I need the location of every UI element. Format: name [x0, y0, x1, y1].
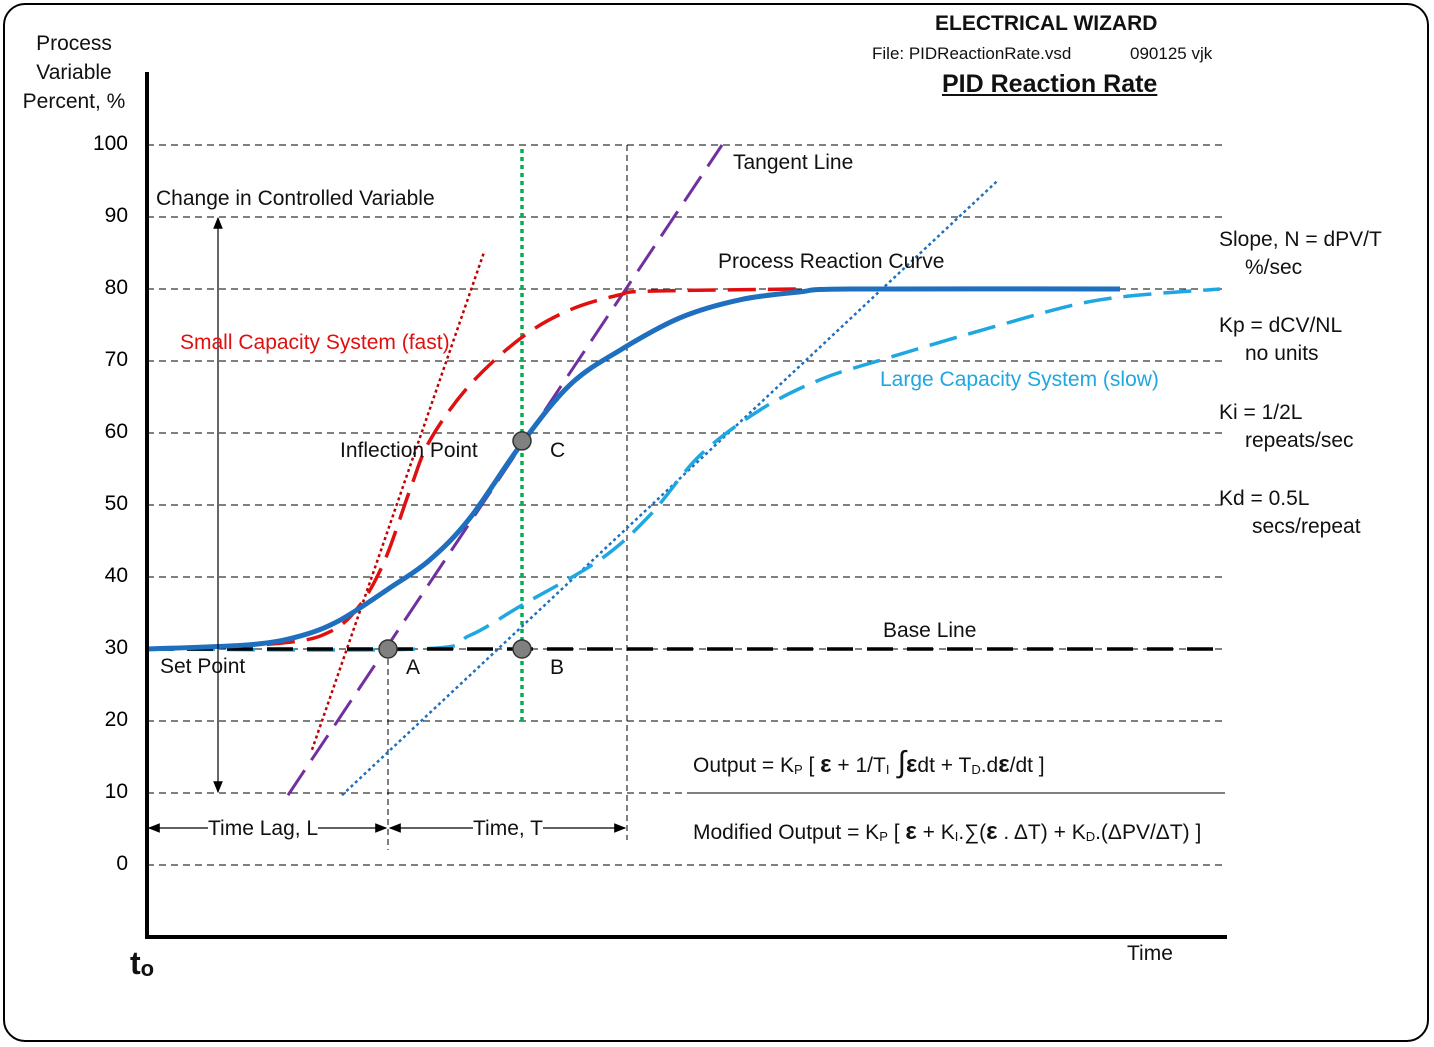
series-small-capacity-system-fast- [146, 287, 801, 651]
point-c-marker [512, 431, 532, 451]
series-process-reaction-curve [146, 286, 1121, 652]
f-sub: I [885, 762, 890, 777]
y-tick-label: 40 [104, 564, 128, 587]
f-sub: I [954, 829, 959, 844]
kd-note: Kd = 0.5L [1219, 487, 1310, 510]
y-tick-label: 30 [104, 636, 128, 659]
grid-lines [147, 144, 1227, 866]
ki-note: Ki = 1/2L [1219, 401, 1303, 424]
f-part: . ΔT) + K [997, 821, 1086, 844]
f-part: + K [916, 821, 955, 844]
modified-output-formula: Modified Output = KP [ ε + KI.∑(ε . ΔT) … [693, 818, 1201, 846]
f-sub: P [879, 829, 888, 844]
integral-sign: ∫ [889, 746, 907, 779]
y-tick-label: 100 [92, 132, 128, 155]
output-formula: Output = KP [ ε + 1/TI ∫εdt + TD.dε/dt ] [693, 746, 1045, 780]
f-part: Output = K [693, 754, 794, 777]
f-part: .d [980, 754, 999, 777]
f-part: [ [802, 754, 821, 777]
kd-units: secs/repeat [1252, 515, 1361, 538]
y-tick-label: 50 [104, 492, 128, 515]
diagram-frame [3, 3, 1429, 1042]
origin-label: to [130, 945, 154, 982]
large-capacity-label: Large Capacity System (slow) [880, 368, 1159, 391]
epsilon: ε [820, 751, 832, 778]
page-title: PID Reaction Rate [942, 70, 1158, 98]
y-axis-label-3: Percent, % [22, 90, 126, 113]
header-file: File: PIDReactionRate.vsd [872, 44, 1072, 63]
point-a-marker [378, 639, 398, 659]
series-fast-tangent [310, 251, 486, 751]
point-a-label: A [406, 656, 421, 679]
origin-sub: o [140, 956, 155, 981]
y-tick-label: 10 [104, 780, 128, 803]
f-sub: D [971, 762, 981, 777]
f-part: [ [887, 821, 906, 844]
slope-note: Slope, N = dPV/T [1219, 228, 1382, 251]
base-line-label: Base Line [883, 619, 977, 642]
y-tick-label: 80 [104, 276, 128, 299]
set-point-label: Set Point [160, 655, 246, 678]
f-part: dt + T [917, 754, 972, 777]
point-b-label: B [550, 656, 565, 679]
f-part: .(ΔPV/ΔT) ] [1095, 821, 1202, 844]
kp-units: no units [1245, 342, 1319, 365]
epsilon: ε [998, 751, 1010, 778]
f-part: .∑( [958, 821, 987, 844]
y-tick-label: 60 [104, 420, 128, 443]
y-tick-label: 0 [116, 852, 128, 875]
y-tick-label: 20 [104, 708, 128, 731]
inflection-label: Inflection Point [340, 439, 478, 462]
y-axis-label-2: Variable [36, 61, 112, 84]
time-lag-label: Time Lag, L [208, 817, 319, 841]
small-capacity-label: Small Capacity System (fast) [180, 331, 450, 354]
ki-units: repeats/sec [1245, 429, 1354, 452]
header-company: ELECTRICAL WIZARD [935, 12, 1158, 35]
series-group [146, 144, 1221, 797]
f-part: /dt ] [1009, 754, 1045, 777]
f-sub: P [793, 762, 803, 777]
point-c-label: C [550, 439, 566, 462]
y-axis-label-1: Process [36, 32, 112, 55]
tangent-label: Tangent Line [733, 151, 854, 174]
origin-t: t [130, 945, 141, 981]
f-sub: D [1085, 829, 1096, 844]
x-axis-label: Time [1127, 942, 1173, 965]
change-cv-label: Change in Controlled Variable [156, 187, 435, 210]
point-b-marker [512, 639, 532, 659]
epsilon: ε [906, 751, 918, 778]
series-large-capacity-system-slow- [146, 287, 1221, 652]
slope-units: %/sec [1245, 256, 1303, 279]
process-curve-label: Process Reaction Curve [718, 250, 945, 273]
y-tick-label: 70 [104, 348, 128, 371]
epsilon: ε [905, 818, 917, 845]
epsilon: ε [986, 818, 998, 845]
f-part: Modified Output = K [693, 821, 880, 844]
header-version: 090125 vjk [1130, 44, 1213, 63]
time-t-label: Time, T [473, 817, 544, 841]
markers-group [378, 431, 532, 659]
kp-note: Kp = dCV/NL [1219, 314, 1343, 337]
f-part: + 1/T [831, 754, 886, 777]
y-tick-label: 90 [104, 204, 128, 227]
